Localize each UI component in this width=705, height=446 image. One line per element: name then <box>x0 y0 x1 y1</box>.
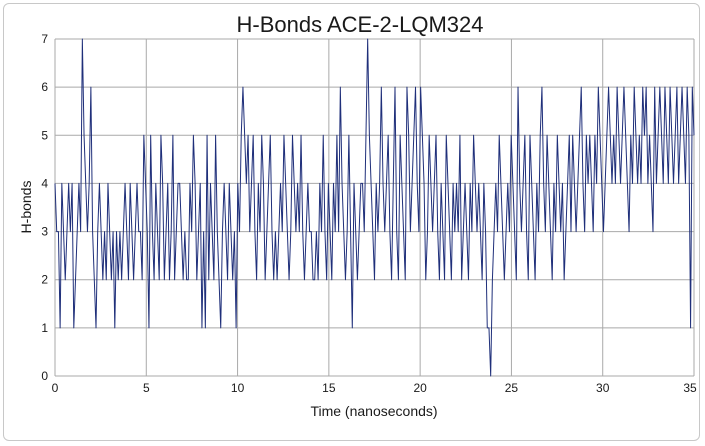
series-line-0 <box>54 38 695 377</box>
y-tick-label: 2 <box>41 273 48 287</box>
x-axis-label: Time (nanoseconds) <box>310 403 437 419</box>
x-tick-label: 30 <box>596 381 610 395</box>
y-tick-label: 7 <box>41 32 48 46</box>
x-tick-label: 10 <box>231 381 245 395</box>
x-tick-label: 0 <box>52 381 59 395</box>
y-tick-label: 0 <box>41 369 48 383</box>
y-tick-label: 1 <box>41 321 48 335</box>
y-tick-label: 5 <box>41 128 48 142</box>
x-tick-label: 15 <box>322 381 336 395</box>
y-axis-label: H-bonds <box>18 181 34 234</box>
y-tick-label: 4 <box>41 176 48 190</box>
x-tick-label: 5 <box>143 381 150 395</box>
y-tick-label: 3 <box>41 225 48 239</box>
x-tick-label: 20 <box>413 381 427 395</box>
series-layer <box>54 38 695 377</box>
x-tick-label: 35 <box>683 381 697 395</box>
tick-labels: 0 1 2 3 4 5 6 7 0 5 10 15 20 25 30 35 <box>41 32 697 395</box>
chart-title: H-Bonds ACE-2-LQM324 <box>237 12 484 37</box>
y-tick-label: 6 <box>41 80 48 94</box>
x-tick-label: 25 <box>505 381 519 395</box>
